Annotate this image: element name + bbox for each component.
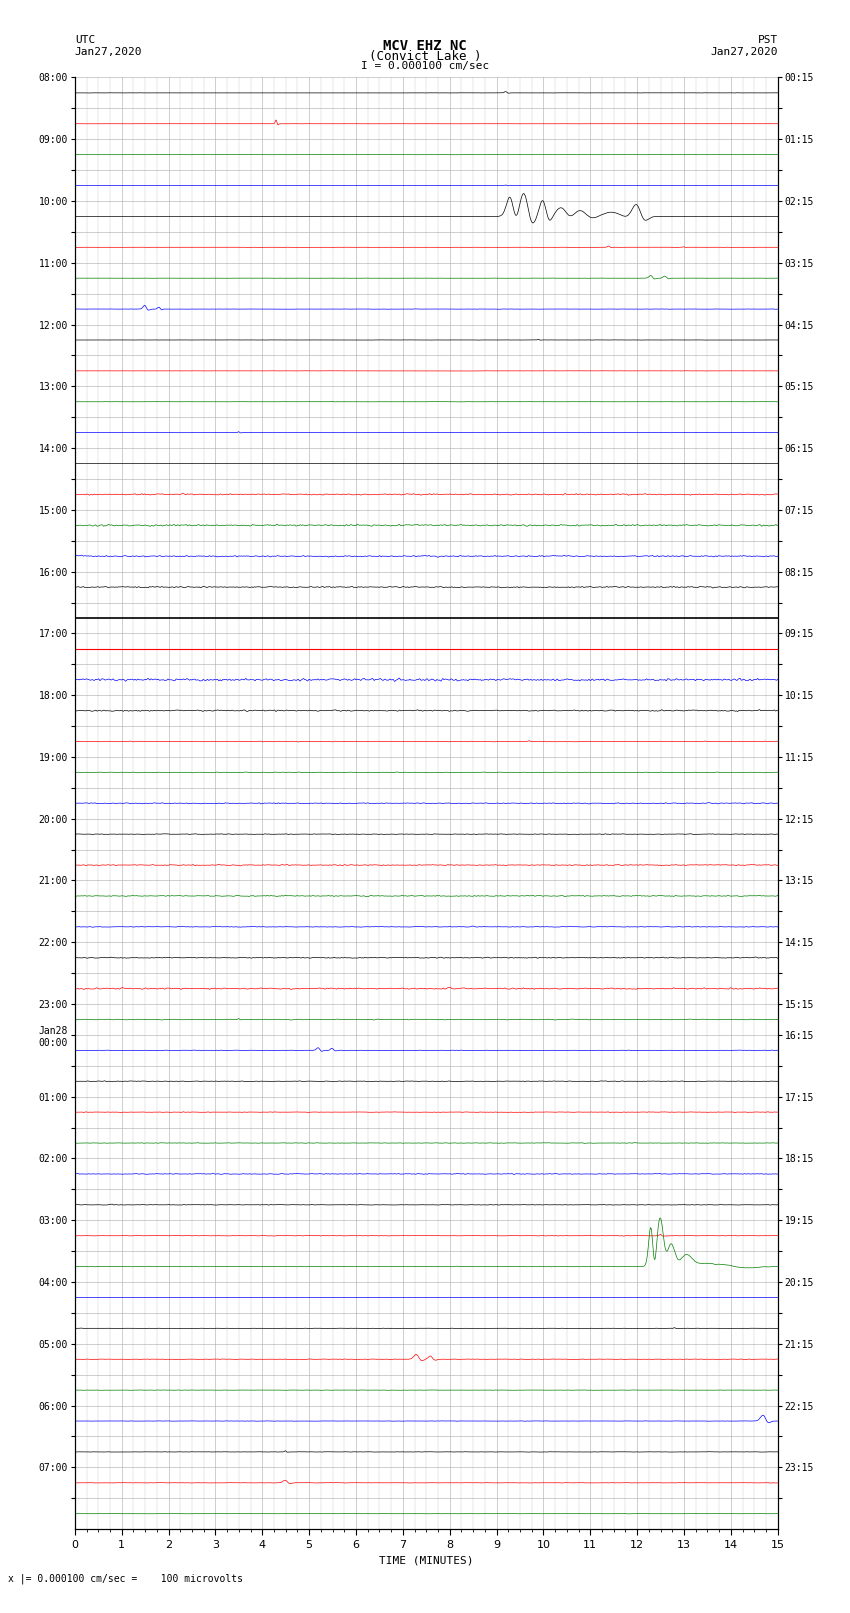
Text: MCV EHZ NC: MCV EHZ NC [383, 39, 467, 53]
Text: I = 0.000100 cm/sec: I = 0.000100 cm/sec [361, 61, 489, 71]
Text: UTC
Jan27,2020: UTC Jan27,2020 [75, 35, 142, 56]
Text: (Convict Lake ): (Convict Lake ) [369, 50, 481, 63]
Text: x |= 0.000100 cm/sec =    100 microvolts: x |= 0.000100 cm/sec = 100 microvolts [8, 1573, 243, 1584]
X-axis label: TIME (MINUTES): TIME (MINUTES) [379, 1555, 473, 1565]
Text: PST
Jan27,2020: PST Jan27,2020 [711, 35, 778, 56]
